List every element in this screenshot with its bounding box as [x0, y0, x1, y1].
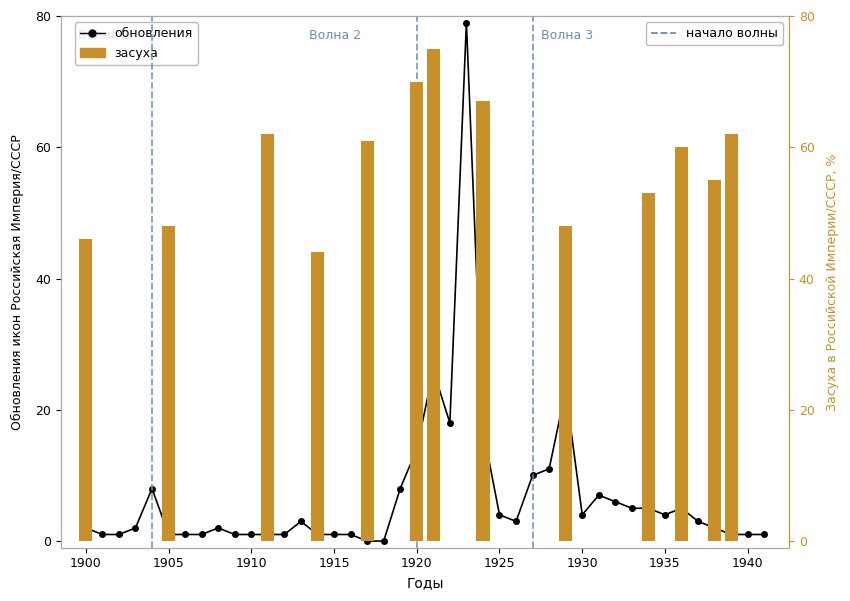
Bar: [675, 147, 688, 541]
Bar: [79, 239, 93, 541]
Text: Волна 3: Волна 3: [541, 29, 593, 42]
X-axis label: Годы: Годы: [406, 576, 444, 590]
Legend: начало волны: начало волны: [646, 22, 783, 45]
Text: Волна 2: Волна 2: [309, 29, 361, 42]
Bar: [724, 134, 738, 541]
Bar: [360, 141, 374, 541]
Bar: [559, 226, 572, 541]
Bar: [708, 180, 721, 541]
Bar: [427, 49, 440, 541]
Bar: [411, 82, 423, 541]
Y-axis label: Засуха в Российской Империи/СССР, %: Засуха в Российской Империи/СССР, %: [826, 153, 839, 410]
Y-axis label: Обновления икон Российская Империя/СССР: Обновления икон Российская Империя/СССР: [11, 134, 24, 430]
Bar: [162, 226, 175, 541]
Bar: [311, 252, 324, 541]
Bar: [261, 134, 275, 541]
Text: Волна 1: Волна 1: [77, 29, 130, 42]
Bar: [476, 102, 490, 541]
Bar: [642, 194, 655, 541]
